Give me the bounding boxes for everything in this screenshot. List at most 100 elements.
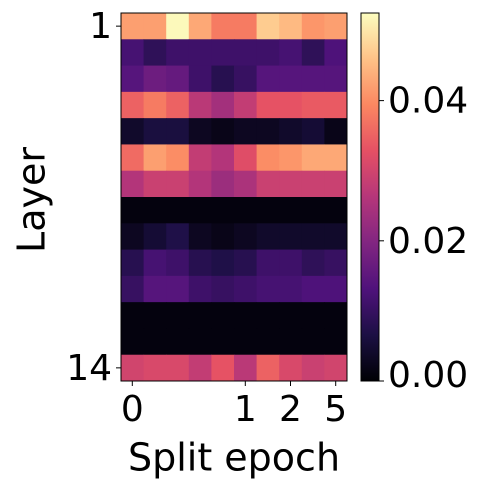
heatmap-cell [121,144,145,172]
heatmap-cell [256,197,280,224]
heatmap-cell [301,91,325,119]
plot-frame [120,12,348,382]
heatmap-cell [211,39,235,67]
heatmap-cell [143,144,167,172]
heatmap-cell [234,223,258,251]
x-axis-label: Split epoch [128,436,340,480]
heatmap-cell [301,65,325,93]
heatmap-cell [188,302,212,329]
heatmap-cell [143,39,167,67]
heatmap-cell [211,302,235,329]
heatmap-cell [301,144,325,172]
heatmap-cell [211,197,235,224]
heatmap-cell [234,170,258,198]
heatmap-cell [188,91,212,119]
heatmap-cell [301,249,325,277]
heatmap-cell [256,144,280,172]
heatmap-cell [211,91,235,119]
heatmap-cell [234,65,258,93]
heatmap-cell [324,65,348,93]
heatmap-cell [188,328,212,356]
heatmap-cell [188,223,212,251]
heatmap-cell [143,223,167,251]
heatmap-cell [256,328,280,356]
heatmap-cell [211,13,235,40]
heatmap-cell [234,144,258,172]
heatmap-cell [121,354,145,382]
heatmap-cell [143,65,167,93]
heatmap-cell [121,249,145,277]
heatmap-cell [188,13,212,40]
heatmap-cell [256,170,280,198]
heatmap-cell [166,144,190,172]
x-tick-label: 5 [324,389,347,430]
heatmap-cell [188,275,212,303]
heatmap-cell [121,275,145,303]
heatmap-cell [166,170,190,198]
heatmap-cell [143,118,167,145]
heatmap-cell [256,302,280,329]
heatmap-cell [279,65,303,93]
heatmap-cell [279,197,303,224]
heatmap-cell [143,13,167,40]
heatmap-cell [143,275,167,303]
heatmap-cell [188,249,212,277]
heatmap-cell [234,249,258,277]
heatmap-cell [324,13,348,40]
x-tick-label: 2 [279,389,302,430]
heatmap-cell [166,197,190,224]
heatmap-cell [234,91,258,119]
heatmap-cell [121,223,145,251]
heatmap-cell [234,118,258,145]
heatmap-cell [234,13,258,40]
heatmap-cell [166,65,190,93]
heatmap-cell [166,13,190,40]
y-tick-label: 14 [66,348,112,389]
heatmap-cell [324,144,348,172]
heatmap-cell [211,249,235,277]
heatmap-cell [301,328,325,356]
heatmap-cell [188,118,212,145]
heatmap-cell [211,118,235,145]
heatmap-cell [279,354,303,382]
heatmap-cell [166,39,190,67]
heatmap-cell [324,328,348,356]
heatmap-cell [234,302,258,329]
colorbar-tick-label: 0.04 [388,81,468,122]
heatmap-cell [166,118,190,145]
heatmap-cell [234,275,258,303]
heatmap-cell [166,249,190,277]
heatmap-cell [256,223,280,251]
heatmap-cell [256,354,280,382]
y-tick-label: 1 [89,6,112,47]
heatmap-cell [256,118,280,145]
heatmap-cell [211,354,235,382]
heatmap-cell [324,197,348,224]
heatmap-cell [121,302,145,329]
y-axis-label: Layer [10,147,54,253]
heatmap-cell [121,39,145,67]
heatmap-cell [121,91,145,119]
heatmap-cell [166,91,190,119]
heatmap-cell [166,328,190,356]
heatmap-cell [279,249,303,277]
heatmap-cell [121,65,145,93]
heatmap-cell [279,13,303,40]
heatmap-cell [324,302,348,329]
heatmap-cell [188,170,212,198]
heatmap-cell [256,39,280,67]
heatmap-cell [301,354,325,382]
heatmap-cell [121,170,145,198]
heatmap-cell [279,39,303,67]
heatmap-cell [211,144,235,172]
heatmap-cell [143,170,167,198]
colorbar-tick-label: 0.02 [388,221,468,262]
heatmap-cell [143,328,167,356]
heatmap-cell [121,13,145,40]
heatmap-cell [279,302,303,329]
heatmap-cell [166,275,190,303]
heatmap-cell [301,13,325,40]
colorbar [360,12,380,382]
heatmap-cell [188,197,212,224]
heatmap-cell [301,275,325,303]
